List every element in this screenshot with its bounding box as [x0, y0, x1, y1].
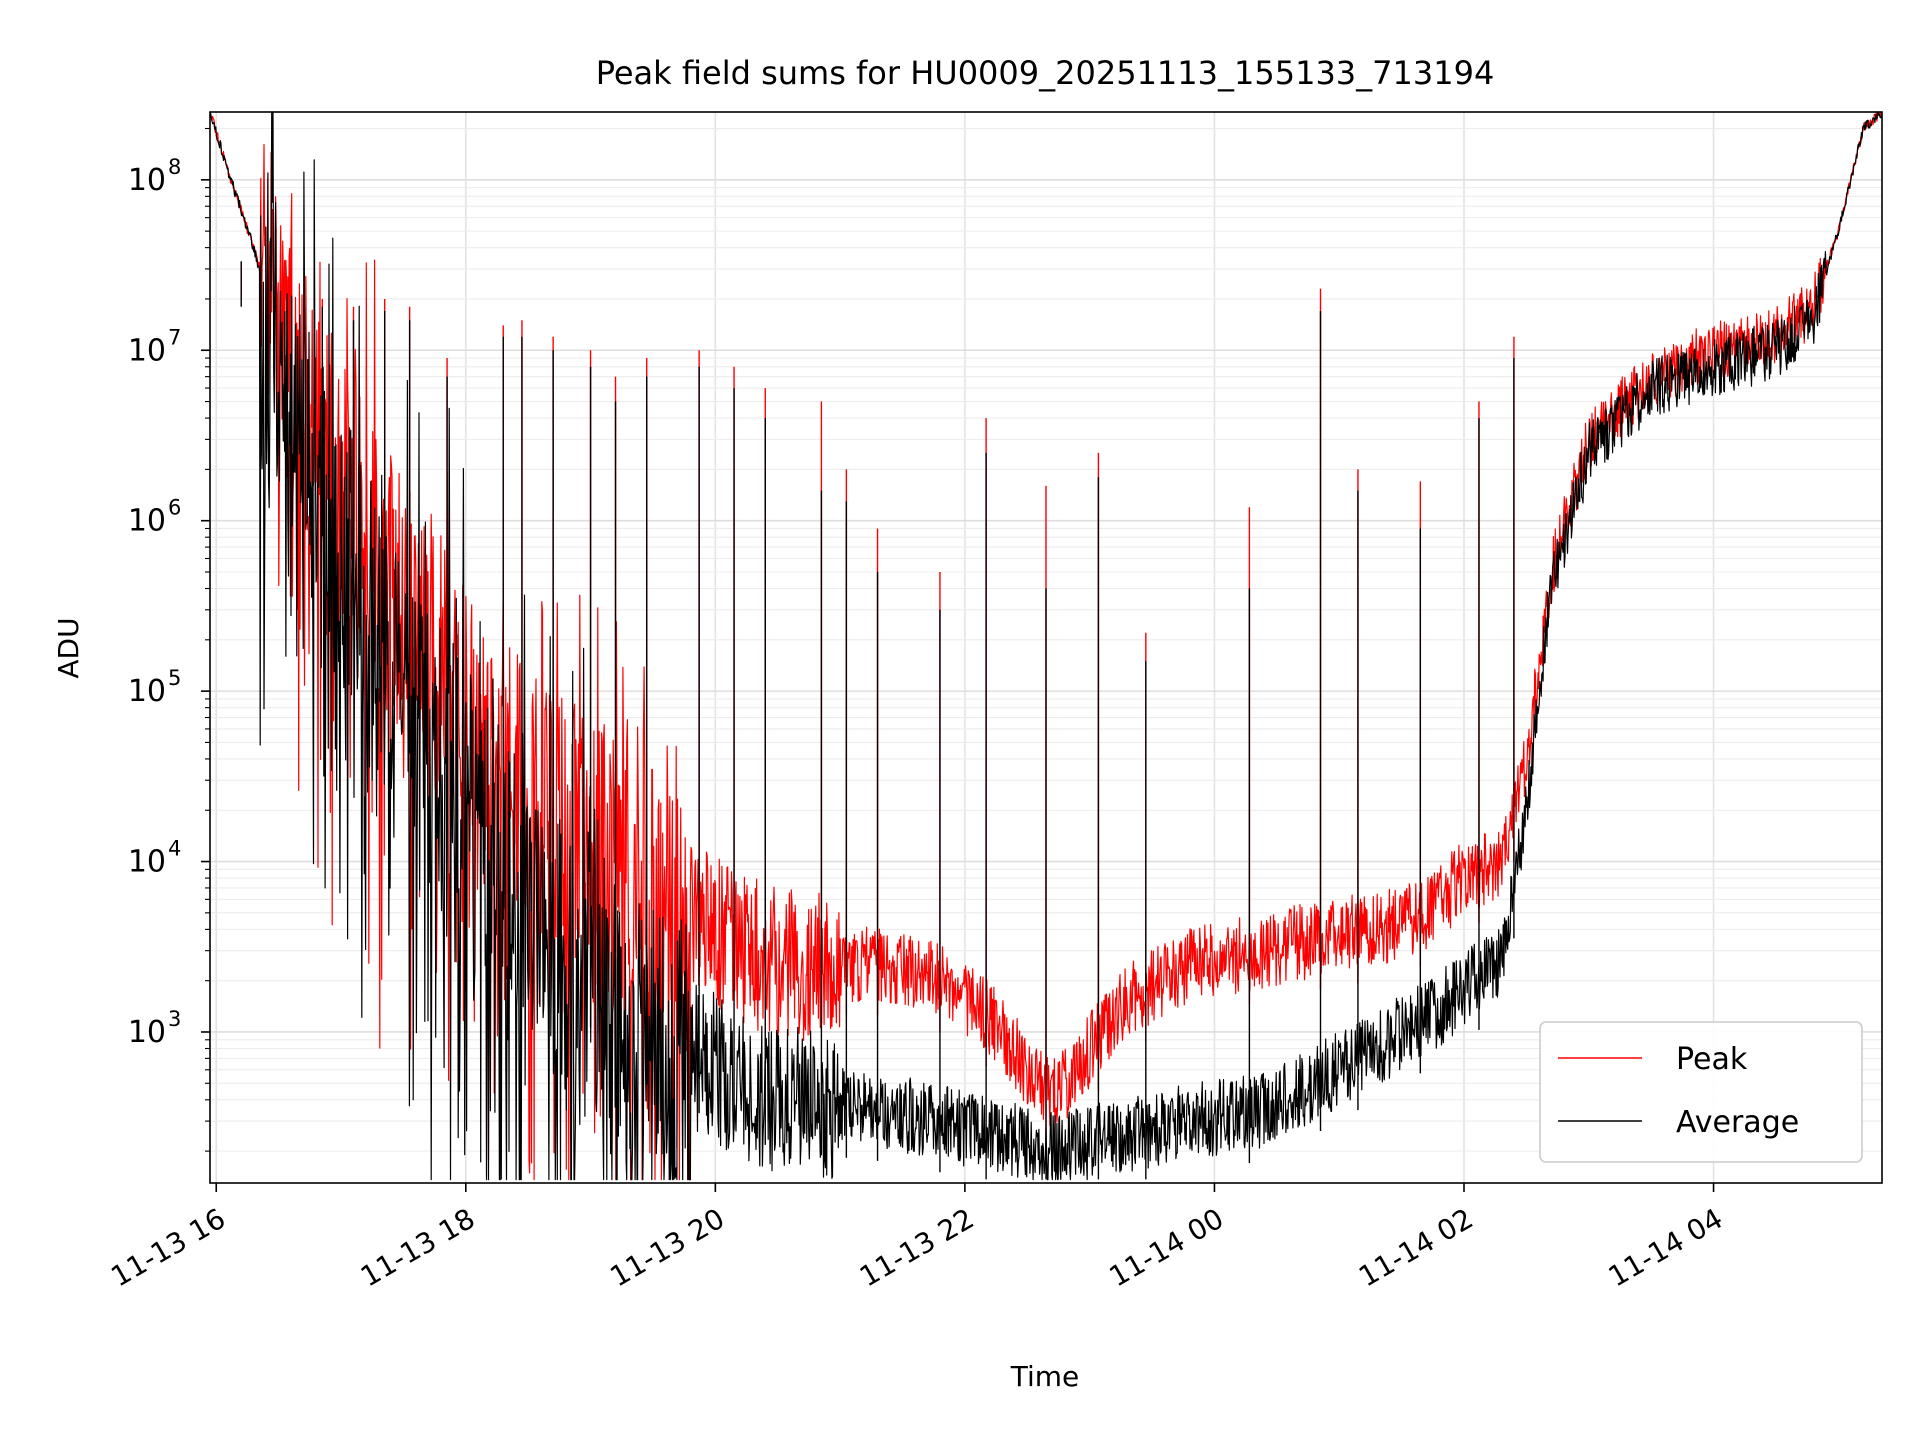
- y-tick-label: 10: [128, 845, 166, 880]
- legend-peak-label: Peak: [1676, 1042, 1748, 1077]
- y-tick-exponent: 5: [168, 666, 181, 690]
- y-axis-label: ADU: [52, 617, 85, 678]
- x-axis-label: Time: [1010, 1360, 1080, 1393]
- series-layer: [209, 111, 1883, 1181]
- chart-title: Peak field sums for HU0009_20251113_1551…: [596, 54, 1495, 92]
- y-tick-label: 10: [128, 333, 166, 368]
- y-tick-exponent: 8: [168, 155, 181, 179]
- y-tick-label: 10: [128, 1015, 166, 1050]
- y-tick-label: 10: [128, 163, 166, 198]
- y-tick-exponent: 6: [168, 496, 181, 520]
- y-tick-exponent: 4: [168, 837, 181, 861]
- y-tick-exponent: 3: [168, 1007, 181, 1031]
- legend: Peak Average: [1539, 1021, 1863, 1163]
- plot-frame: [209, 111, 1883, 1184]
- legend-box: [1539, 1021, 1863, 1163]
- y-tick-label: 10: [128, 674, 166, 709]
- legend-average-label: Average: [1676, 1105, 1799, 1140]
- y-tick-label: 10: [128, 504, 166, 539]
- y-tick-exponent: 7: [168, 325, 181, 349]
